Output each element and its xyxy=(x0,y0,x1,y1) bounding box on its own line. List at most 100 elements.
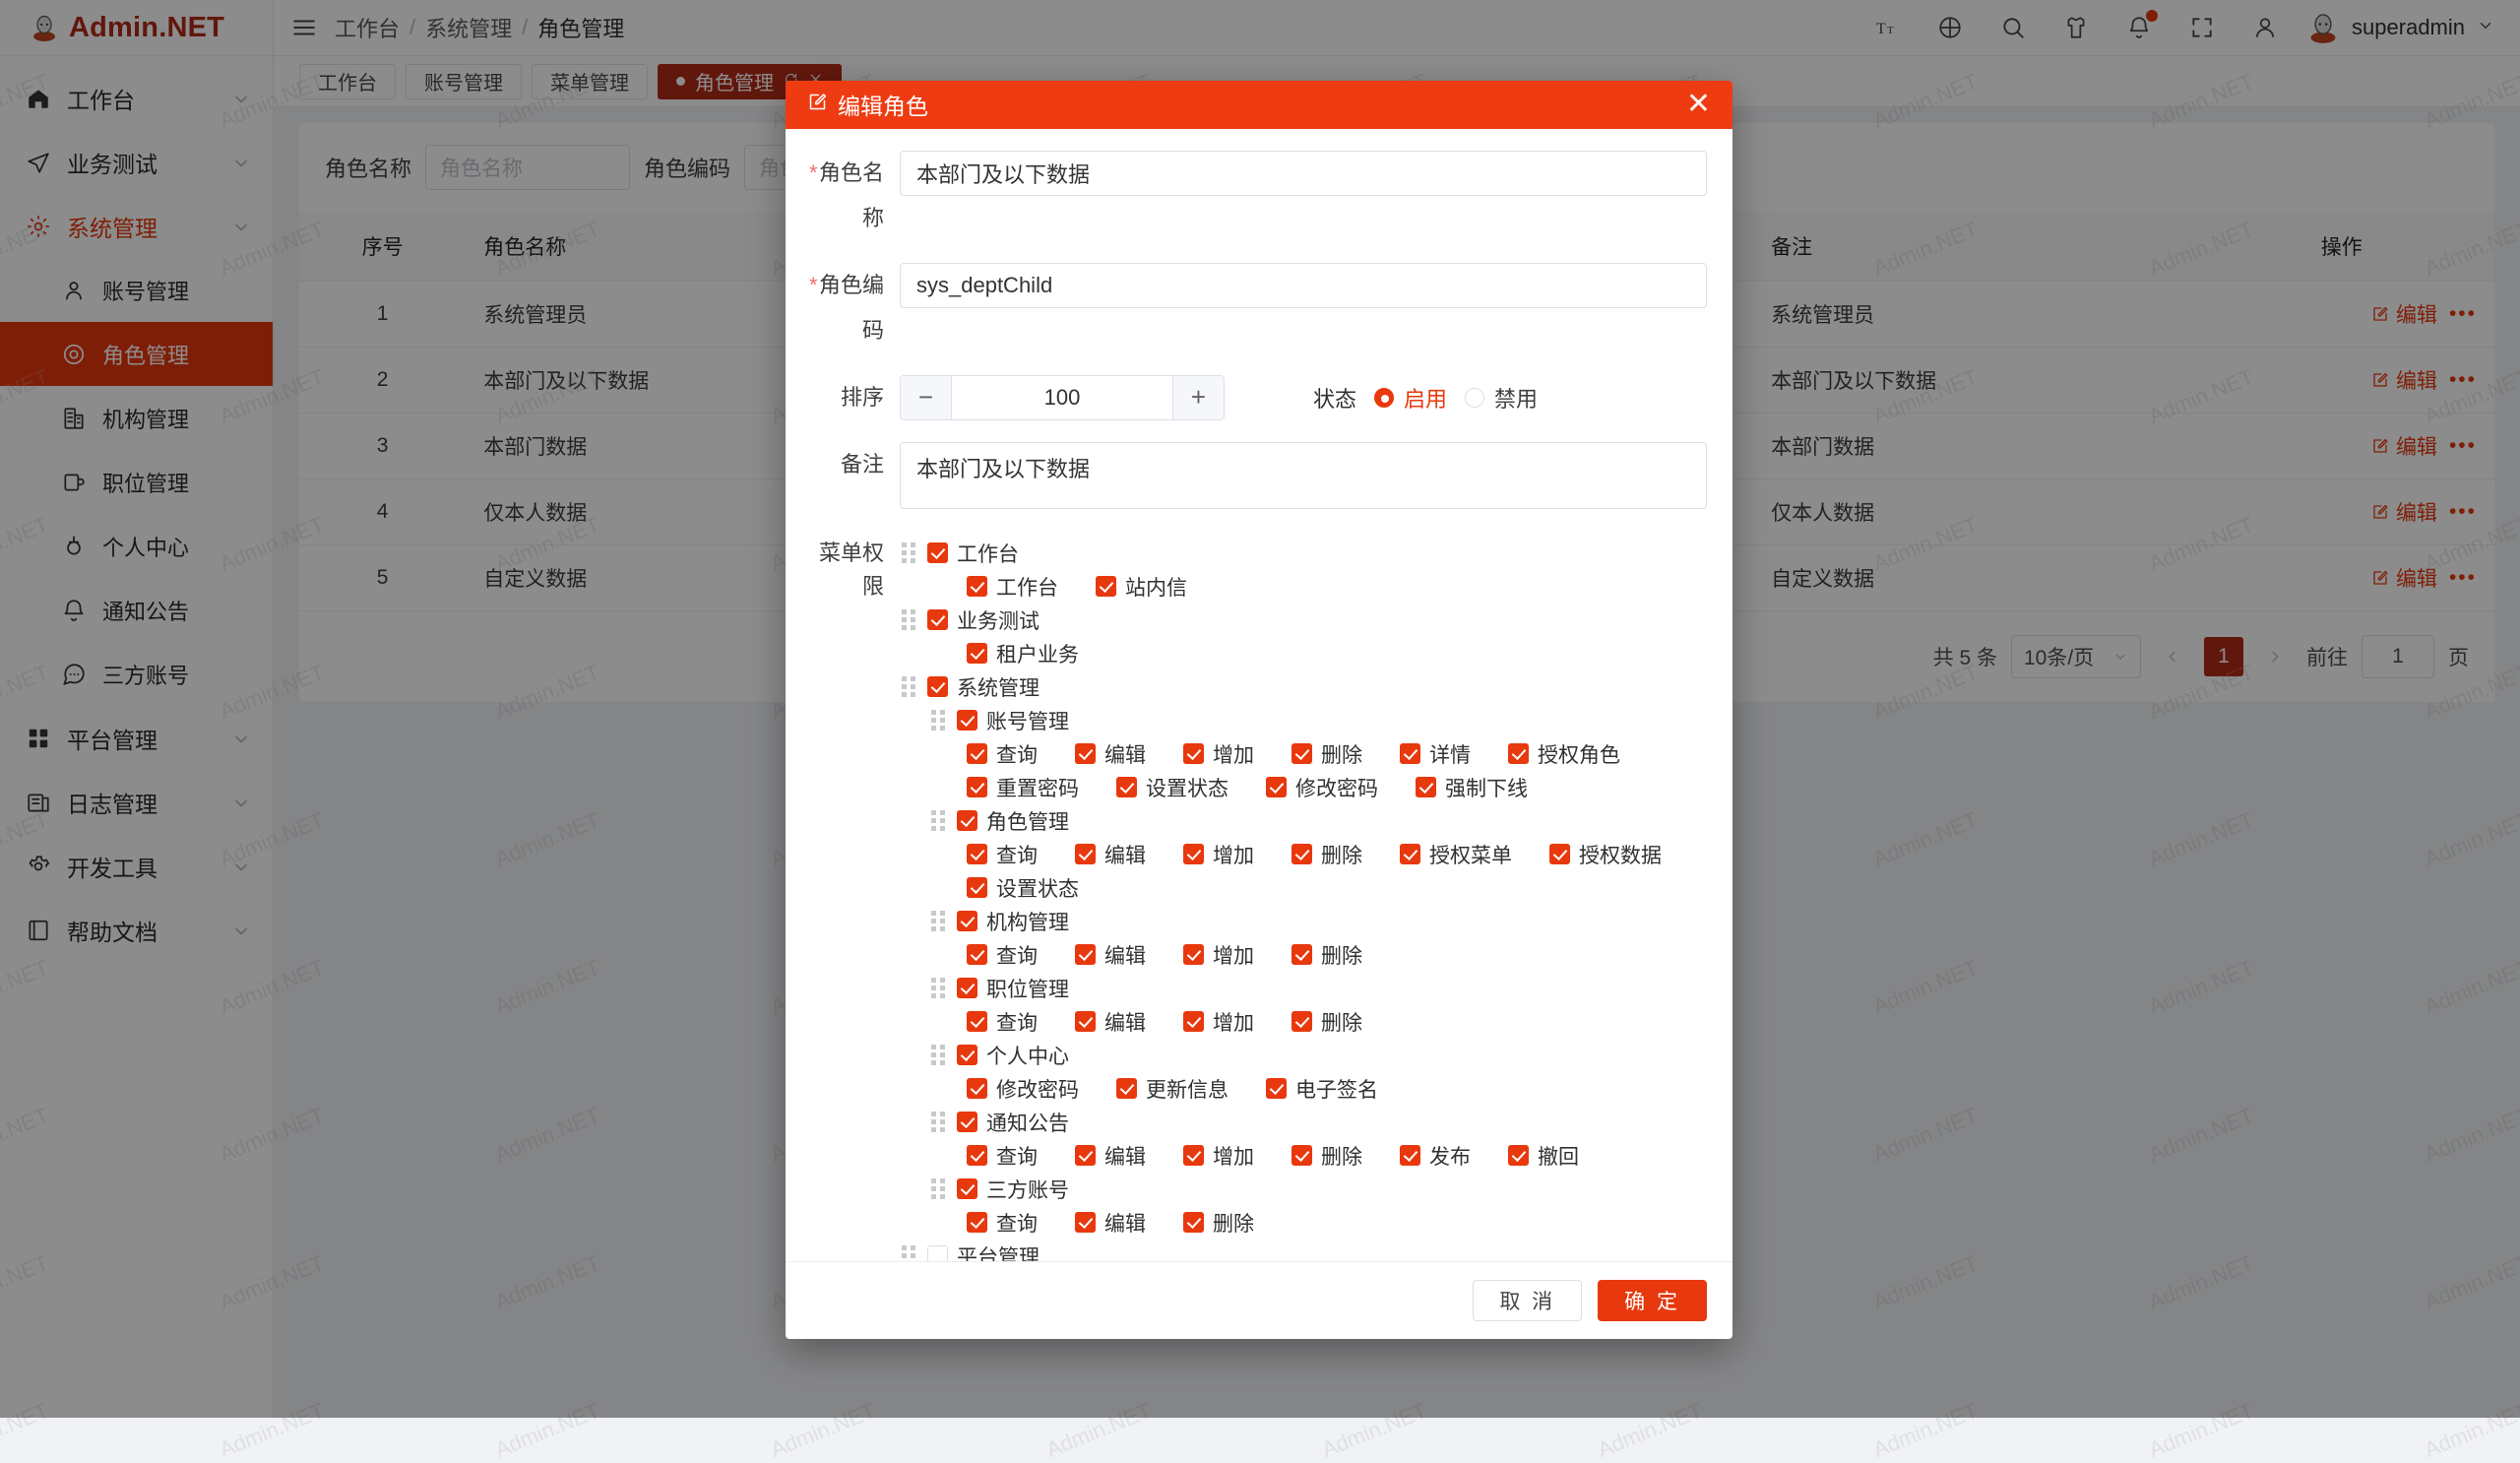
permission-checkbox-18-4[interactable]: 发布 xyxy=(1400,1141,1471,1171)
permission-checkbox-14-2[interactable]: 增加 xyxy=(1183,1007,1254,1037)
permission-checkbox-9-0[interactable]: 查询 xyxy=(967,840,1038,869)
hamburger-icon[interactable] xyxy=(274,15,335,40)
more-actions-button[interactable]: ••• xyxy=(2448,434,2477,457)
permission-checkbox-18-2[interactable]: 增加 xyxy=(1183,1141,1254,1171)
drag-handle-icon[interactable] xyxy=(902,676,917,698)
permission-checkbox-16-2[interactable]: 电子签名 xyxy=(1266,1074,1378,1104)
filter-input-0[interactable]: 角色名称 xyxy=(425,145,631,190)
edit-row-button[interactable]: 编辑 xyxy=(2371,497,2437,527)
permission-checkbox-12-1[interactable]: 编辑 xyxy=(1075,940,1146,970)
sidebar-item-2[interactable]: 系统管理 xyxy=(0,194,273,258)
search-icon[interactable] xyxy=(1997,12,2029,43)
permission-node-checkbox-17[interactable]: 通知公告 xyxy=(957,1108,1069,1137)
permission-node-checkbox-4[interactable]: 系统管理 xyxy=(927,672,1040,702)
drag-handle-icon[interactable] xyxy=(931,911,947,932)
permission-checkbox-18-3[interactable]: 删除 xyxy=(1292,1141,1362,1171)
sidebar-item-9[interactable]: 三方账号 xyxy=(0,642,273,706)
sidebar-item-13[interactable]: 帮助文档 xyxy=(0,898,273,962)
sort-increment-button[interactable]: + xyxy=(1172,375,1224,419)
sidebar-item-0[interactable]: 工作台 xyxy=(0,66,273,130)
permission-checkbox-9-3[interactable]: 删除 xyxy=(1292,840,1362,869)
permission-checkbox-9-4[interactable]: 授权菜单 xyxy=(1400,840,1512,869)
breadcrumb-item-0[interactable]: 工作台 xyxy=(335,17,401,41)
permission-checkbox-18-0[interactable]: 查询 xyxy=(967,1141,1038,1171)
more-actions-button[interactable]: ••• xyxy=(2448,302,2477,325)
permission-checkbox-6-2[interactable]: 增加 xyxy=(1183,739,1254,769)
permission-checkbox-14-1[interactable]: 编辑 xyxy=(1075,1007,1146,1037)
drag-handle-icon[interactable] xyxy=(931,978,947,999)
drag-handle-icon[interactable] xyxy=(902,609,917,631)
permission-node-checkbox-11[interactable]: 机构管理 xyxy=(957,907,1069,936)
permission-checkbox-10-0[interactable]: 设置状态 xyxy=(967,873,1079,903)
sidebar-item-4[interactable]: 角色管理 xyxy=(0,322,273,386)
permission-checkbox-12-3[interactable]: 删除 xyxy=(1292,940,1362,970)
sidebar-item-3[interactable]: 账号管理 xyxy=(0,258,273,322)
goto-page-input[interactable]: 1 xyxy=(2362,635,2434,678)
permission-checkbox-18-5[interactable]: 撤回 xyxy=(1508,1141,1579,1171)
breadcrumb-item-2[interactable]: 角色管理 xyxy=(537,17,625,41)
breadcrumb-item-1[interactable]: 系统管理 xyxy=(425,17,513,41)
brand-logo[interactable]: Admin.NET xyxy=(0,0,273,56)
sidebar-item-8[interactable]: 通知公告 xyxy=(0,578,273,642)
permission-checkbox-3-0[interactable]: 租户业务 xyxy=(967,639,1079,668)
theme-shirt-icon[interactable] xyxy=(2060,12,2092,43)
permission-checkbox-20-2[interactable]: 删除 xyxy=(1183,1208,1254,1238)
permission-checkbox-16-1[interactable]: 更新信息 xyxy=(1116,1074,1228,1104)
edit-row-button[interactable]: 编辑 xyxy=(2371,365,2437,395)
globe-icon[interactable] xyxy=(1934,12,1966,43)
drag-handle-icon[interactable] xyxy=(931,1178,947,1200)
sidebar-item-11[interactable]: 日志管理 xyxy=(0,770,273,834)
permission-checkbox-20-1[interactable]: 编辑 xyxy=(1075,1208,1146,1238)
sort-decrement-button[interactable]: − xyxy=(901,375,952,419)
tab-1[interactable]: 账号管理 xyxy=(406,63,522,99)
sidebar-item-12[interactable]: 开发工具 xyxy=(0,834,273,898)
permission-node-checkbox-2[interactable]: 业务测试 xyxy=(927,605,1040,635)
permission-checkbox-9-5[interactable]: 授权数据 xyxy=(1549,840,1662,869)
status-radio-disabled[interactable]: 禁用 xyxy=(1465,382,1538,413)
confirm-button[interactable]: 确 定 xyxy=(1598,1280,1707,1321)
permission-checkbox-1-0[interactable]: 工作台 xyxy=(967,572,1058,602)
role-name-input[interactable] xyxy=(900,150,1707,196)
permission-node-checkbox-13[interactable]: 职位管理 xyxy=(957,974,1069,1003)
role-code-input[interactable] xyxy=(900,262,1707,308)
permission-checkbox-14-0[interactable]: 查询 xyxy=(967,1007,1038,1037)
edit-row-button[interactable]: 编辑 xyxy=(2371,431,2437,461)
tab-2[interactable]: 菜单管理 xyxy=(532,63,648,99)
edit-row-button[interactable]: 编辑 xyxy=(2371,563,2437,593)
permission-checkbox-6-3[interactable]: 删除 xyxy=(1292,739,1362,769)
tab-0[interactable]: 工作台 xyxy=(299,63,396,99)
drag-handle-icon[interactable] xyxy=(931,810,947,832)
close-icon[interactable]: ✕ xyxy=(1685,88,1711,121)
more-actions-button[interactable]: ••• xyxy=(2448,566,2477,589)
sidebar-item-5[interactable]: 机构管理 xyxy=(0,386,273,450)
permission-node-checkbox-15[interactable]: 个人中心 xyxy=(957,1041,1069,1070)
permission-checkbox-16-0[interactable]: 修改密码 xyxy=(967,1074,1079,1104)
permission-checkbox-20-0[interactable]: 查询 xyxy=(967,1208,1038,1238)
remark-textarea[interactable] xyxy=(900,441,1707,509)
permission-checkbox-7-2[interactable]: 修改密码 xyxy=(1266,773,1378,802)
permission-checkbox-9-2[interactable]: 增加 xyxy=(1183,840,1254,869)
fullscreen-icon[interactable] xyxy=(2186,12,2218,43)
permission-node-checkbox-19[interactable]: 三方账号 xyxy=(957,1175,1069,1204)
permission-checkbox-1-1[interactable]: 站内信 xyxy=(1096,572,1187,602)
drag-handle-icon[interactable] xyxy=(931,1045,947,1066)
drag-handle-icon[interactable] xyxy=(902,1245,917,1261)
page-number-1[interactable]: 1 xyxy=(2204,637,2243,676)
next-page-button[interactable] xyxy=(2257,637,2293,676)
bell-icon[interactable] xyxy=(2123,10,2159,43)
sort-value[interactable]: 100 xyxy=(1043,384,1081,410)
cancel-button[interactable]: 取 消 xyxy=(1473,1280,1583,1321)
prev-page-button[interactable] xyxy=(2155,637,2190,676)
permission-node-checkbox-21[interactable]: 平台管理 xyxy=(927,1241,1040,1261)
permission-checkbox-6-0[interactable]: 查询 xyxy=(967,739,1038,769)
permission-checkbox-7-0[interactable]: 重置密码 xyxy=(967,773,1079,802)
sidebar-item-10[interactable]: 平台管理 xyxy=(0,706,273,770)
sidebar-item-6[interactable]: 职位管理 xyxy=(0,450,273,514)
permission-checkbox-7-1[interactable]: 设置状态 xyxy=(1116,773,1228,802)
user-menu[interactable]: superadmin xyxy=(2306,11,2494,44)
drag-handle-icon[interactable] xyxy=(931,710,947,732)
more-actions-button[interactable]: ••• xyxy=(2448,500,2477,523)
drag-handle-icon[interactable] xyxy=(902,542,917,564)
user-icon[interactable] xyxy=(2249,12,2281,43)
permission-checkbox-7-3[interactable]: 强制下线 xyxy=(1416,773,1528,802)
